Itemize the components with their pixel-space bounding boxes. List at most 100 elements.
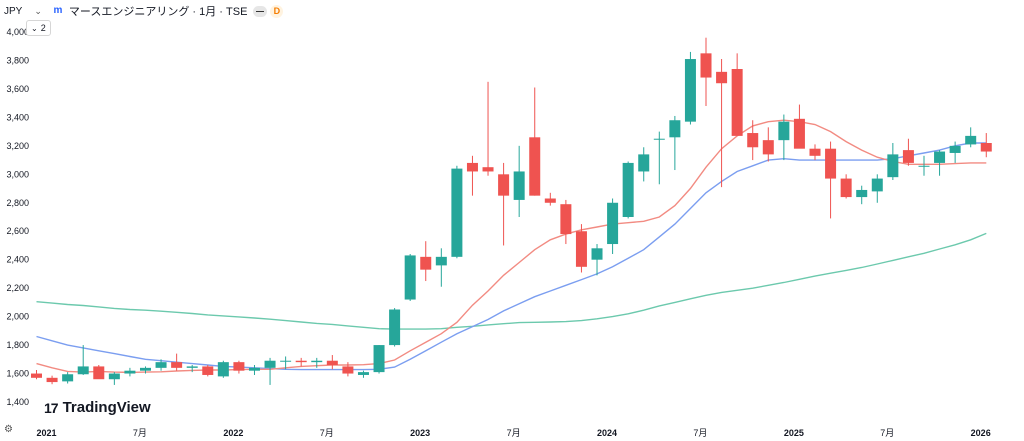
y-tick-label: 2,000 xyxy=(6,312,29,322)
candle-body xyxy=(248,367,260,371)
candle-body xyxy=(684,59,696,122)
x-tick-label: 2024 xyxy=(597,428,617,438)
logo-mark-icon: 17 xyxy=(44,399,59,416)
ma-slow-line xyxy=(36,232,987,330)
x-tick-label: 2022 xyxy=(223,428,243,438)
candle-body xyxy=(544,198,556,203)
candles xyxy=(31,37,992,385)
y-tick-label: 4,000 xyxy=(6,27,29,37)
candle-body xyxy=(638,154,650,172)
x-tick-label: 2025 xyxy=(784,428,804,438)
candle-body xyxy=(716,71,728,84)
indicator-toggle[interactable]: ⌄ 2 xyxy=(26,20,51,36)
moving-averages xyxy=(36,119,987,374)
x-tick-label: 2026 xyxy=(971,428,991,438)
candle-body xyxy=(311,360,323,363)
candle-body xyxy=(731,69,743,136)
candle-body xyxy=(778,121,790,141)
candle-body xyxy=(155,362,167,368)
logo-text: TradingView xyxy=(62,399,151,416)
ma-fast-line xyxy=(36,119,987,374)
candle-body xyxy=(62,374,74,382)
y-tick-label: 2,400 xyxy=(6,255,29,265)
candle-body xyxy=(498,174,510,196)
candle-body xyxy=(607,202,619,245)
candle-body xyxy=(591,248,603,260)
candle-body xyxy=(575,231,587,267)
candle-body xyxy=(389,309,401,346)
y-tick-label: 3,400 xyxy=(6,112,29,122)
candle-body xyxy=(949,145,961,153)
candle-body xyxy=(871,178,883,192)
candle-body xyxy=(902,150,914,163)
y-tick-label: 1,800 xyxy=(6,340,29,350)
candle-body xyxy=(793,118,805,149)
x-tick-label: 2023 xyxy=(410,428,430,438)
tradingview-logo[interactable]: 17 TradingView xyxy=(44,399,151,416)
candle-body xyxy=(856,189,868,198)
candle-body xyxy=(373,345,385,373)
candle-body xyxy=(404,255,416,300)
candle-body xyxy=(420,256,432,270)
x-tick-label: 7月 xyxy=(507,428,521,438)
ma-mid-line xyxy=(36,142,987,371)
minus-icon[interactable] xyxy=(253,5,268,17)
candle-body xyxy=(233,362,245,371)
candle-body xyxy=(918,165,930,167)
candle-body xyxy=(653,138,665,140)
y-tick-label: 1,400 xyxy=(6,397,29,407)
candle-body xyxy=(264,360,276,368)
candle-body xyxy=(482,167,494,172)
x-tick-label: 7月 xyxy=(133,428,147,438)
x-tick-label: 2021 xyxy=(36,428,56,438)
candle-body xyxy=(451,168,463,257)
candle-body xyxy=(622,162,634,217)
candle-body xyxy=(980,143,992,152)
candle-body xyxy=(357,372,369,375)
candle-body xyxy=(139,367,151,371)
candle-body xyxy=(887,154,899,178)
candle-body xyxy=(700,53,712,78)
y-tick-label: 3,600 xyxy=(6,84,29,94)
candle-body xyxy=(108,373,120,380)
candle-body xyxy=(124,370,136,374)
x-tick-label: 7月 xyxy=(880,428,894,438)
delay-badge[interactable]: D xyxy=(270,4,284,18)
candle-body xyxy=(466,162,478,172)
chevron-down-icon: ⌄ xyxy=(31,23,38,33)
chart-header: JPY ⌄ m マースエンジニアリング · 1月 · TSE D xyxy=(4,3,284,19)
candle-body xyxy=(762,140,774,155)
candle-body xyxy=(295,360,307,363)
y-tick-label: 3,800 xyxy=(6,55,29,65)
x-tick-label: 7月 xyxy=(320,428,334,438)
y-tick-label: 3,000 xyxy=(6,169,29,179)
y-axis: 1,400 1,600 1,800 2,000 2,200 2,400 2,600 2,800… xyxy=(6,27,29,407)
chevron-down-icon[interactable]: ⌄ xyxy=(34,5,42,16)
settings-icon[interactable]: ⚙ xyxy=(4,424,13,435)
candle-body xyxy=(217,362,229,377)
candle-body xyxy=(31,373,42,378)
currency-label[interactable]: JPY xyxy=(4,5,23,17)
candle-body xyxy=(529,137,541,196)
symbol-title[interactable]: マースエンジニアリング · 1月 · TSE xyxy=(68,6,248,18)
candle-body xyxy=(809,148,821,156)
candle-body xyxy=(965,135,977,145)
candle-body xyxy=(435,256,447,266)
candle-body xyxy=(77,366,89,375)
candle-body xyxy=(560,204,572,235)
y-tick-label: 3,200 xyxy=(6,141,29,151)
candle-body xyxy=(280,360,292,362)
y-tick-label: 2,600 xyxy=(6,226,29,236)
candle-body xyxy=(342,366,354,374)
candle-body xyxy=(747,133,759,148)
m-logo-icon: m xyxy=(53,5,63,16)
candle-body xyxy=(326,360,338,365)
candle-body xyxy=(171,362,183,368)
candle-body xyxy=(825,148,837,179)
candle-body xyxy=(934,151,946,163)
indicator-count: 2 xyxy=(40,23,46,33)
candle-body xyxy=(186,366,198,368)
candle-body xyxy=(513,171,525,200)
y-tick-label: 1,600 xyxy=(6,369,29,379)
